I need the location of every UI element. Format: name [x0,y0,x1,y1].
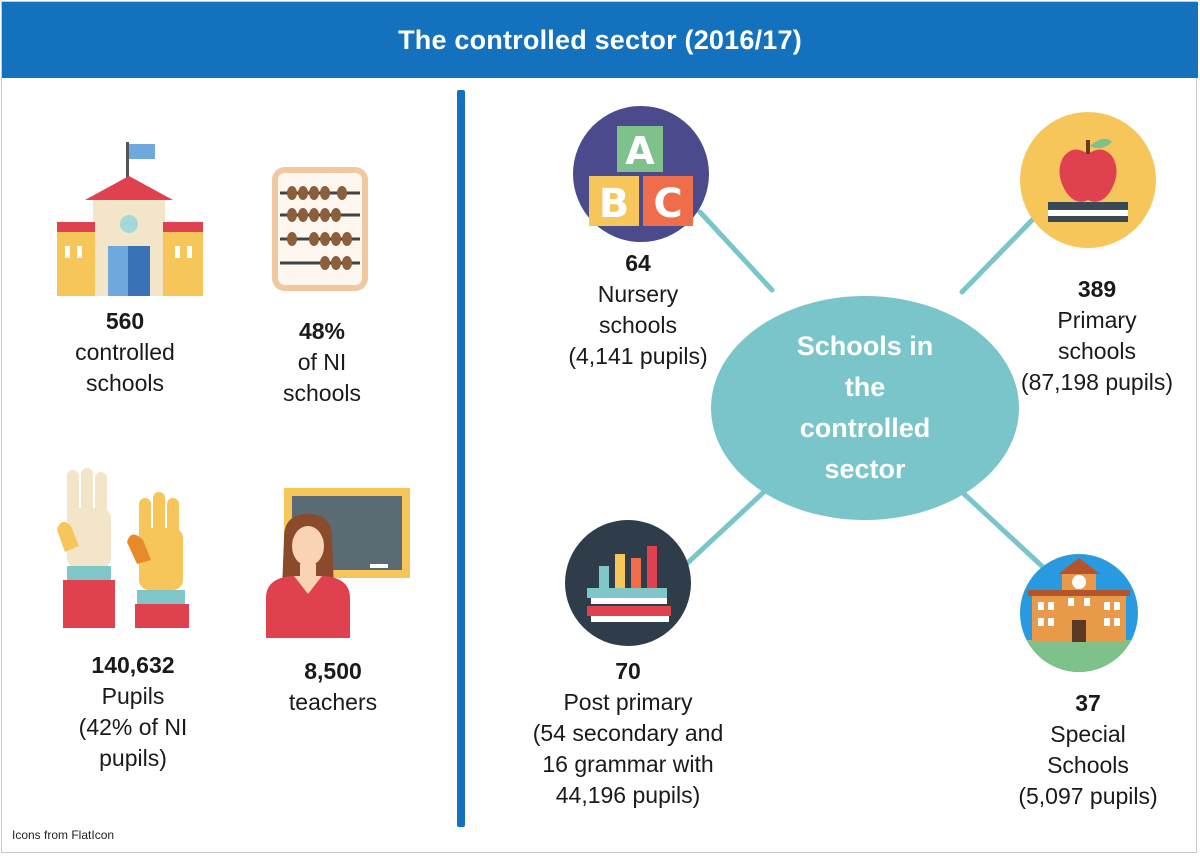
stat-number: 560 [105,308,145,334]
apple-on-book-icon [1020,112,1156,248]
page-title: The controlled sector (2016/17) [398,24,802,55]
school-type-number: 37 [1075,690,1101,716]
teacher-icon [266,488,410,638]
school-type-label: 44,196 pupils) [555,782,701,808]
school-type-label: Primary [1057,307,1137,333]
header-banner: The controlled sector (2016/17) [2,2,1198,78]
school-clock-tower-icon [1020,554,1138,672]
school-type-primary: 389 Primary schools (87,198 pupils) [1002,274,1192,398]
school-type-post-primary: 70 Post primary (54 secondary and 16 gra… [522,656,734,811]
school-type-label: Nursery [597,281,679,307]
school-type-label: Post primary [563,689,693,715]
raised-hands-icon [57,468,189,628]
section-divider [457,90,465,827]
school-type-number: 389 [1077,276,1117,302]
abacus-icon [272,167,368,291]
school-type-label: Schools [1047,752,1129,778]
school-building-icon [57,142,203,296]
school-type-label: schools [1058,338,1136,364]
stat-label: pupils) [99,745,167,771]
school-type-label: schools [599,312,677,338]
school-type-special: 37 Special Schools (5,097 pupils) [1000,688,1176,812]
school-type-label: 16 grammar with [542,751,714,777]
stat-number: 8,500 [304,658,362,684]
icon-credit: Icons from FlatIcon [12,828,115,842]
stat-ni-schools-share: 48% of NI schools [247,316,397,409]
school-type-label: Special [1050,721,1126,747]
stat-label: Pupils [101,683,165,709]
svg-text:B: B [599,181,630,227]
center-ellipse: Schools in the controlled sector [711,296,1019,520]
abc-blocks-icon: A B C [573,106,709,242]
school-type-label: (54 secondary and [532,720,724,746]
stat-number: 140,632 [91,652,175,678]
stat-number: 48% [298,318,346,344]
stat-label: teachers [288,689,378,715]
school-type-label: (5,097 pupils) [1018,783,1158,809]
connector-special [959,489,1047,571]
stat-pupils: 140,632 Pupils (42% of NI pupils) [48,650,218,774]
school-type-nursery: 64 Nursery schools (4,141 pupils) [548,248,728,372]
school-type-number: 70 [615,658,641,684]
connector-nursery [697,209,775,293]
stat-controlled-schools: 560 controlled schools [45,306,205,399]
stat-label: schools [283,380,361,406]
svg-text:A: A [625,129,655,173]
svg-text:C: C [653,181,682,227]
school-type-label: (87,198 pupils) [1020,369,1174,395]
stat-teachers: 8,500 teachers [258,656,408,718]
connector-post-primary [677,487,769,573]
connector-primary [959,209,1043,295]
school-type-number: 64 [625,250,651,276]
school-type-label: (4,141 pupils) [568,343,708,369]
stat-label: of NI [297,349,347,375]
stat-label: (42% of NI [78,714,188,740]
stat-label: schools [86,370,164,396]
books-chart-icon [565,520,691,646]
stat-label: controlled [75,339,175,365]
center-label: Schools in the controlled sector [796,331,934,484]
